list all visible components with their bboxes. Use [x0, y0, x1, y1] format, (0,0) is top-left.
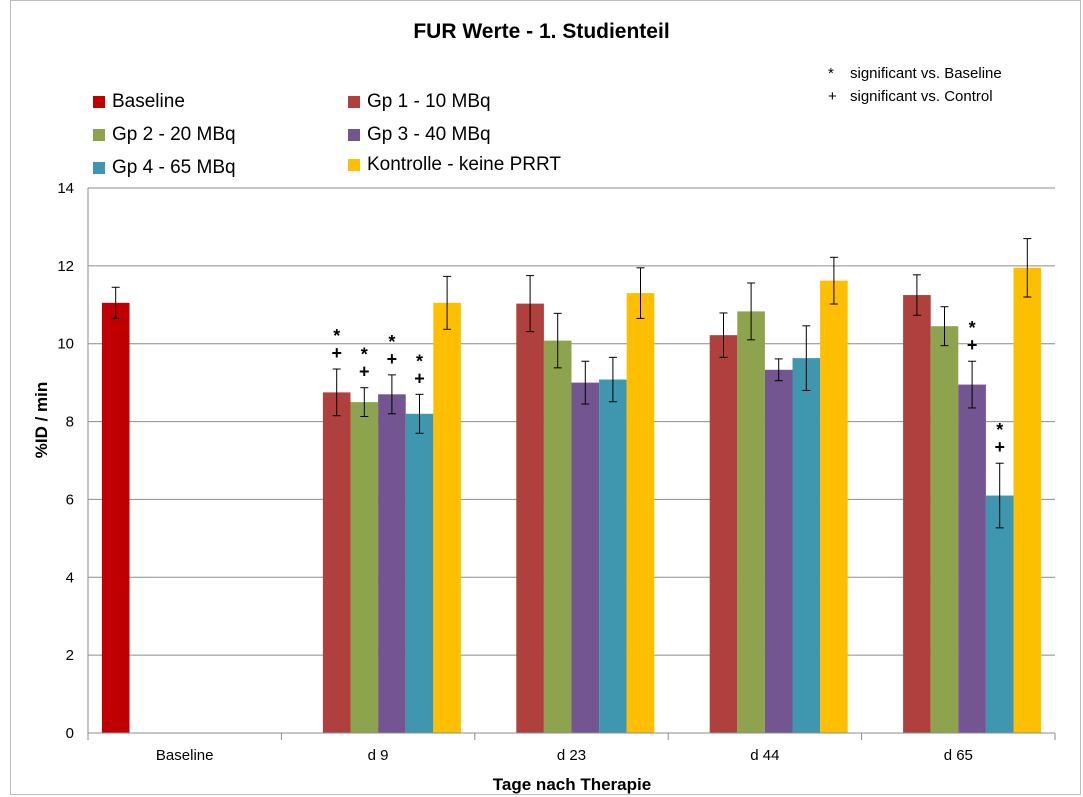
bar	[599, 379, 627, 733]
bar	[1013, 267, 1042, 733]
bar	[903, 295, 931, 733]
note-symbol: +	[828, 88, 837, 105]
error-bars	[111, 238, 1032, 529]
x-axis: Baseline d 9 d 23 d 44 d 65	[87, 188, 1056, 764]
bar	[350, 402, 379, 733]
y-tick-label: 14	[57, 180, 74, 197]
significance-vs-control-marker: +	[967, 335, 978, 355]
bar	[792, 358, 821, 733]
chart-frame	[10, 0, 1081, 795]
bar	[378, 394, 406, 733]
legend-swatch-gp3	[348, 129, 360, 141]
y-tick-label: 0	[66, 725, 74, 742]
legend-item-baseline: Baseline	[93, 89, 185, 115]
legend-item-gp2: Gp 2 - 20 MBq	[93, 122, 236, 148]
bar	[820, 280, 848, 733]
significance-vs-baseline-marker: *	[333, 326, 340, 346]
bar	[543, 340, 572, 733]
note-symbol: *	[828, 65, 834, 82]
y-tick-label: 6	[66, 491, 74, 508]
y-tick-label: 4	[66, 569, 74, 586]
bar	[516, 303, 544, 733]
x-tick-label: d 23	[557, 747, 586, 764]
significance-vs-baseline-marker: *	[361, 345, 368, 365]
legend-item-gp1: Gp 1 - 10 MBq	[348, 89, 491, 115]
legend-swatch-kontrolle	[348, 159, 360, 171]
bar	[764, 369, 793, 733]
significance-vs-control-marker: +	[359, 362, 370, 382]
y-tick-label: 8	[66, 414, 74, 431]
legend-label-baseline: Baseline	[112, 91, 185, 112]
y-axis-label: %ID / min	[32, 382, 51, 459]
legend-item-kontrolle: Kontrolle - keine PRRT	[348, 152, 561, 178]
significance-vs-control-marker: +	[387, 349, 398, 369]
bar	[709, 335, 738, 733]
significance-vs-control-marker: +	[414, 368, 425, 388]
bar	[958, 384, 986, 733]
legend-item-gp4: Gp 4 - 65 MBq	[93, 155, 236, 181]
significance-vs-control-marker: +	[994, 437, 1005, 457]
note-text: significant vs. Control	[850, 88, 993, 105]
legend-label-gp3: Gp 3 - 40 MBq	[367, 124, 491, 145]
significance-vs-baseline-marker: *	[969, 318, 976, 338]
x-tick-label: d 44	[750, 747, 779, 764]
legend-swatch-gp1	[348, 96, 360, 108]
legend-item-gp3: Gp 3 - 40 MBq	[348, 122, 491, 148]
note-text: significant vs. Baseline	[850, 65, 1002, 82]
legend-swatch-baseline	[93, 96, 105, 108]
bar	[737, 311, 765, 733]
bars	[101, 267, 1042, 733]
bar	[322, 392, 351, 733]
x-tick-label: Baseline	[156, 747, 214, 764]
significance-vs-baseline-marker: *	[416, 351, 423, 371]
legend-swatch-gp4	[93, 162, 105, 174]
x-tick-label: d 9	[368, 747, 389, 764]
significance-vs-baseline-marker: *	[996, 420, 1003, 440]
y-tick-label: 10	[57, 336, 74, 353]
legend-label-gp1: Gp 1 - 10 MBq	[367, 91, 491, 112]
y-tick-labels: 0 2 4 6 8 10 12 14	[57, 180, 74, 742]
bar	[626, 293, 655, 733]
x-tick-label: d 65	[944, 747, 973, 764]
bar	[985, 495, 1014, 733]
note-control-significance: + significant vs. Control	[828, 88, 993, 105]
y-tick-label: 2	[66, 647, 74, 664]
legend-label-gp2: Gp 2 - 20 MBq	[112, 124, 236, 145]
bar	[405, 413, 434, 733]
significance-vs-control-marker: +	[331, 343, 342, 363]
bar	[433, 302, 461, 733]
legend-label-kontrolle: Kontrolle - keine PRRT	[367, 154, 561, 175]
significance-vs-baseline-marker: *	[388, 332, 395, 352]
x-axis-label: Tage nach Therapie	[493, 775, 651, 794]
y-tick-label: 12	[57, 258, 74, 275]
bar	[101, 302, 130, 733]
bar	[571, 382, 600, 733]
legend-label-gp4: Gp 4 - 65 MBq	[112, 157, 236, 178]
chart-title: FUR Werte - 1. Studienteil	[413, 20, 670, 43]
significance-markers: *+ *+*+ *+*+*+	[331, 318, 1005, 457]
legend-swatch-gp2	[93, 129, 105, 141]
bar	[930, 326, 959, 733]
note-baseline-significance: * significant vs. Baseline	[828, 65, 1002, 82]
